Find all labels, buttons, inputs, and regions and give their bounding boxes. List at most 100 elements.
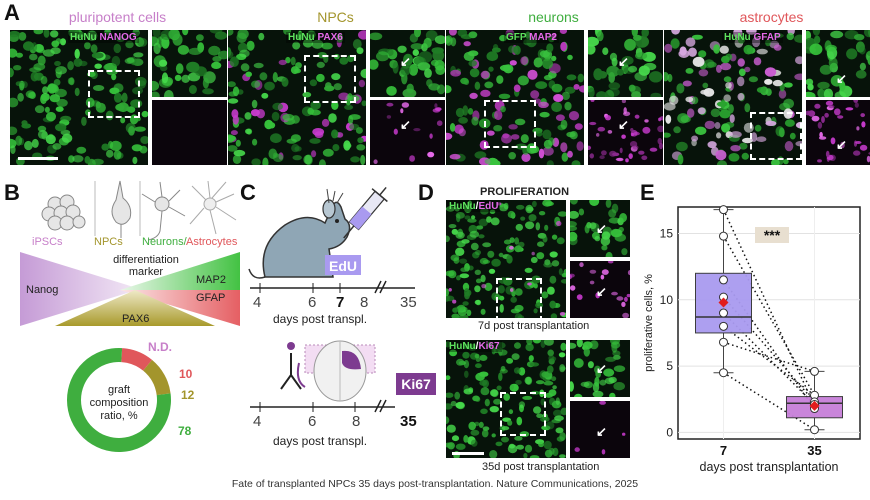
data-point-7: [719, 368, 728, 378]
marker-gfap: GFAP: [196, 292, 226, 304]
channel-label-3: GFP MAP2: [504, 32, 559, 43]
tick-bottom-35: 35: [400, 413, 417, 430]
x-axis-label: days post transplantation: [700, 460, 839, 474]
micrograph-main-3: [446, 30, 584, 165]
x-tick-label: 35: [807, 443, 821, 458]
panel-c-graphics: [248, 186, 415, 413]
caption-7d: 7d post transplantation: [478, 320, 590, 332]
stage-astrocytes: Astrocytes: [186, 236, 238, 248]
edu-badge: EdU: [329, 258, 357, 274]
proliferation-micrograph-1: [446, 200, 566, 318]
arrow-icon: ↙: [836, 71, 847, 86]
prolif-ch2-1: EdU: [478, 201, 499, 212]
inset-bottom-4: [806, 100, 870, 165]
panel-c-label: C: [240, 180, 256, 205]
marker-map2: MAP2: [196, 274, 226, 286]
proliferation-inset-top-1: [570, 200, 630, 257]
proliferation-channels-2: HuNu/Ki67: [447, 341, 502, 352]
paired-line: [723, 325, 815, 396]
arrow-icon: ↙: [596, 424, 607, 439]
tick-bottom-6: 6: [308, 413, 317, 430]
panel-a-label: A: [4, 0, 20, 25]
tick-top-35: 35: [400, 294, 417, 311]
graft-composition-donut: [67, 348, 171, 452]
scale-bar: [18, 157, 58, 160]
channel-1-4: HuNu: [724, 32, 754, 43]
zoom-box-3: [484, 100, 536, 148]
column-title-1: pluripotent cells: [68, 9, 167, 25]
channel-label-4: HuNu GFAP: [722, 32, 783, 43]
marker-pax6: PAX6: [122, 313, 150, 325]
nanog-gradient: [20, 252, 140, 326]
arrow-icon: ↙: [596, 221, 607, 236]
astrocyte-icon: [189, 180, 237, 235]
inset-top-3: [588, 30, 663, 97]
prolif-ch1-1: HuNu: [449, 201, 476, 212]
data-point-7: [719, 275, 728, 285]
micrograph-main-4: [664, 30, 802, 165]
map2-gradient: [120, 252, 240, 290]
syringe-icon: [343, 186, 388, 239]
channel-2-4: GFAP: [753, 32, 781, 43]
donut-slice-12: [143, 359, 171, 396]
antibody-icon: [280, 342, 306, 390]
prolif-sep-2: /: [475, 341, 479, 352]
proliferation-micrograph-2: [446, 340, 566, 458]
proliferation-zoom-box-2: [500, 392, 546, 436]
inset-bottom-3: [588, 100, 663, 165]
brain-icon: [304, 340, 376, 402]
column-title-4: astrocytes: [739, 9, 804, 25]
differentiation-marker-title: differentiation marker: [86, 254, 206, 278]
donut-label-nd: N.D.: [148, 340, 172, 354]
data-point-7: [719, 231, 728, 241]
data-point-7: [719, 337, 728, 347]
neuron-icon: [141, 181, 186, 241]
diff-title: differentiation: [113, 254, 179, 266]
tick-bottom-8: 8: [352, 413, 361, 430]
stage-npcs: NPCs: [94, 236, 123, 248]
arrow-icon: ↙: [618, 117, 629, 132]
timeline-top-axis-label: days post transpl.: [273, 312, 368, 326]
figure-caption: Fate of transplanted NPCs 35 days post-t…: [231, 478, 639, 490]
tick-top-7: 7: [336, 294, 345, 311]
panel-b-graphics: [20, 180, 240, 452]
proliferation-scale-bar: [452, 452, 484, 455]
y-tick-label: 5: [666, 359, 673, 373]
panel-d-label: D: [418, 180, 434, 205]
arrow-icon: ↙: [400, 54, 411, 69]
arrow-icon: ↙: [596, 284, 607, 299]
data-point-35: [810, 425, 819, 435]
tick-top-6: 6: [308, 294, 317, 311]
paired-line: [722, 279, 816, 409]
inset-bottom-1: [152, 100, 227, 165]
column-title-3: neurons: [528, 9, 579, 25]
significance-bg: [755, 227, 789, 243]
proliferation-channels-1: HuNu/EdU: [447, 201, 501, 212]
significance-label: ***: [764, 227, 781, 243]
arrow-icon: ↙: [836, 137, 847, 152]
proliferation-zoom-box-1: [496, 278, 542, 322]
data-point-7: [719, 321, 728, 331]
donut-center-line-3: ratio, %: [100, 410, 138, 422]
paired-line: [722, 209, 816, 407]
mean-marker: [809, 400, 820, 411]
channel-1-2: HuNu: [288, 32, 318, 43]
ipsc-cluster-icon: [41, 194, 86, 231]
tick-top-8: 8: [360, 294, 369, 311]
tick-top-4: 4: [253, 294, 262, 311]
donut-center-label: graft composition ratio, %: [84, 384, 154, 423]
x-tick-label: 7: [720, 443, 727, 458]
micrograph-main-2: [228, 30, 366, 165]
donut-slice-10: [121, 348, 153, 371]
stage-ipscs: iPSCs: [32, 236, 63, 248]
donut-center-line-1: graft: [107, 384, 130, 396]
data-point-35: [810, 366, 819, 376]
channel-2-2: PAX6: [317, 32, 343, 43]
arrow-icon: ↙: [400, 117, 411, 132]
y-tick-label: 15: [660, 227, 674, 241]
marker-nanog: Nanog: [26, 284, 59, 296]
donut-label-12: 12: [181, 388, 195, 402]
proliferation-title: PROLIFERATION: [480, 186, 570, 198]
channel-1-3: GFP: [506, 32, 530, 43]
proliferation-inset-top-2: [570, 340, 630, 397]
